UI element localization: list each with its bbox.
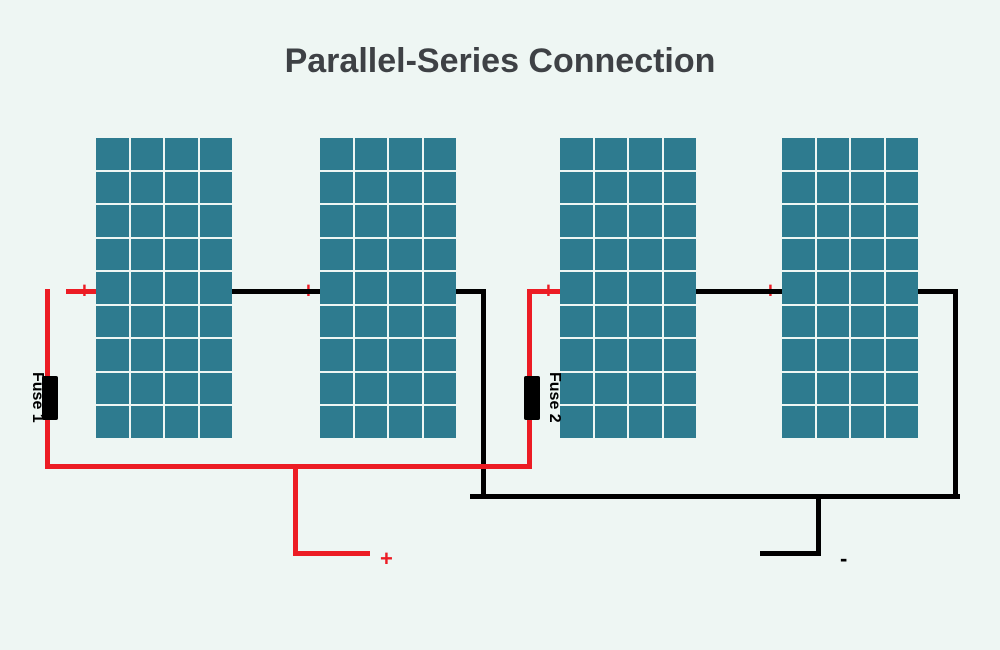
- positive-wire: [45, 464, 532, 469]
- solar-panel-3: [560, 138, 696, 438]
- negative-wire: [918, 289, 958, 294]
- diagram-title: Parallel-Series Connection: [0, 42, 1000, 81]
- solar-panel-1: [96, 138, 232, 438]
- positive-wire: [293, 464, 298, 556]
- negative-wire: [696, 289, 782, 294]
- solar-panel-2: [320, 138, 456, 438]
- positive-wire: [527, 289, 532, 376]
- positive-wire: [45, 420, 50, 469]
- negative-wire: [470, 494, 960, 499]
- positive-wire: [66, 289, 96, 294]
- negative-wire: [760, 551, 821, 556]
- negative-wire: [232, 289, 320, 294]
- positive-wire: [527, 420, 532, 469]
- solar-panel-4: [782, 138, 918, 438]
- negative-wire: [953, 289, 958, 499]
- negative-wire: [816, 494, 821, 556]
- fuse-2: [524, 376, 540, 420]
- positive-wire: [45, 289, 50, 376]
- positive-wire: [530, 289, 560, 294]
- output-positive-label: +: [380, 548, 393, 570]
- fuse-2-label: Fuse 2: [545, 372, 563, 423]
- output-negative-label: -: [840, 548, 847, 570]
- positive-wire: [293, 551, 370, 556]
- fuse-1-label: Fuse 1: [28, 372, 46, 423]
